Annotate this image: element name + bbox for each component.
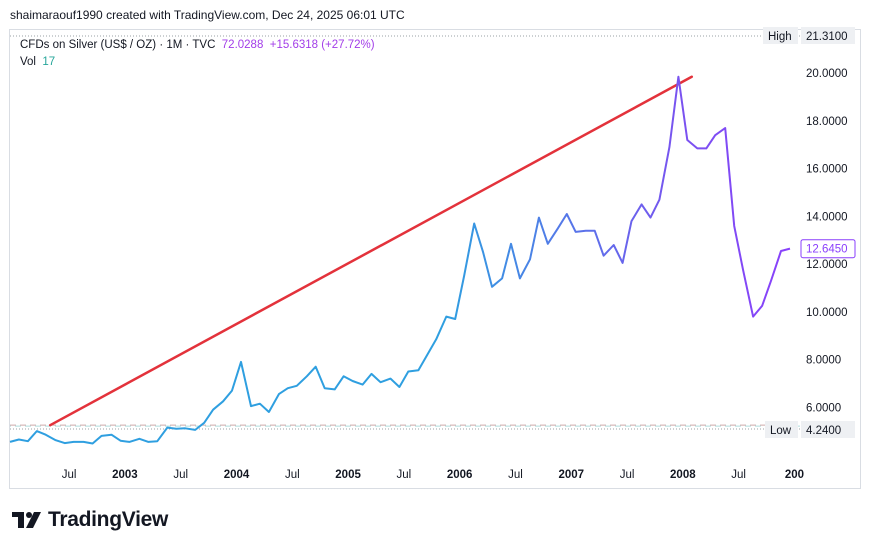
current-price-label: 12.6450 — [806, 244, 848, 256]
axes: 20.0000 18.0000 16.0000 14.0000 12.0000 10.00… — [62, 27, 856, 481]
legend-separator: · — [185, 39, 190, 51]
y-tick-label: 10.0000 — [806, 307, 848, 319]
legend-symbol[interactable]: CFDs on Silver (US$ / OZ) — [20, 39, 157, 51]
high-label: High — [768, 31, 792, 43]
y-tick-label: 16.0000 — [806, 164, 848, 176]
low-value: 4.2400 — [806, 425, 841, 437]
legend-separator: · — [159, 39, 164, 51]
tradingview-logo[interactable]: TradingView — [12, 508, 168, 532]
x-tick-label: Jul — [620, 469, 635, 481]
x-tick-label: 2004 — [224, 469, 250, 481]
legend-source: TVC — [192, 39, 216, 51]
legend-interval: 1M — [166, 39, 183, 51]
low-label: Low — [770, 425, 792, 437]
chart-legend: CFDs on Silver (US$ / OZ) · 1M · TVC 72.… — [20, 37, 375, 71]
current-price-box — [800, 239, 856, 259]
y-tick-label: 18.0000 — [806, 116, 848, 128]
x-tick-label: 2003 — [112, 469, 138, 481]
x-tick-label: Jul — [397, 469, 412, 481]
legend-symbol-row: CFDs on Silver (US$ / OZ) · 1M · TVC 72.… — [20, 37, 375, 54]
high-value: 21.3100 — [806, 31, 848, 43]
x-tick-label: 2005 — [335, 469, 361, 481]
x-tick-label: Jul — [173, 469, 188, 481]
low-label-bg — [765, 421, 798, 438]
y-tick-label: 20.0000 — [806, 68, 848, 80]
x-tick-label: Jul — [285, 469, 300, 481]
y-tick-label: 8.0000 — [806, 355, 841, 367]
y-tick-label: 12.0000 — [806, 259, 848, 271]
high-label-bg — [763, 27, 798, 44]
y-tick-label: 6.0000 — [806, 402, 841, 414]
plot-area[interactable] — [9, 0, 800, 445]
legend-volume-value: 17 — [42, 56, 56, 68]
chart-frame — [9, 29, 861, 489]
tradingview-logo-text: TradingView — [48, 508, 169, 531]
x-tick-label: 2006 — [447, 469, 473, 481]
high-value-bg — [801, 27, 855, 44]
legend-volume-row: Vol 17 — [20, 54, 375, 71]
x-tick-label: Jul — [731, 469, 746, 481]
x-tick-label: 2008 — [670, 469, 696, 481]
x-tick-label: 200 — [785, 469, 804, 481]
legend-volume-label: Vol — [20, 56, 36, 68]
legend-change: +15.6318 (+27.72%) — [269, 39, 375, 51]
price-series-line[interactable] — [9, 75, 791, 445]
y-tick-label: 14.0000 — [806, 211, 848, 223]
x-tick-label: Jul — [62, 469, 77, 481]
legend-last-price: 72.0288 — [221, 39, 264, 51]
low-value-bg — [801, 421, 855, 438]
tradingview-logo-icon — [12, 512, 41, 528]
x-tick-label: 2007 — [558, 469, 584, 481]
x-tick-label: Jul — [508, 469, 523, 481]
red-trendline[interactable] — [48, 75, 694, 427]
chart-attribution: shaimaraouf1990 created with TradingView… — [10, 8, 405, 22]
